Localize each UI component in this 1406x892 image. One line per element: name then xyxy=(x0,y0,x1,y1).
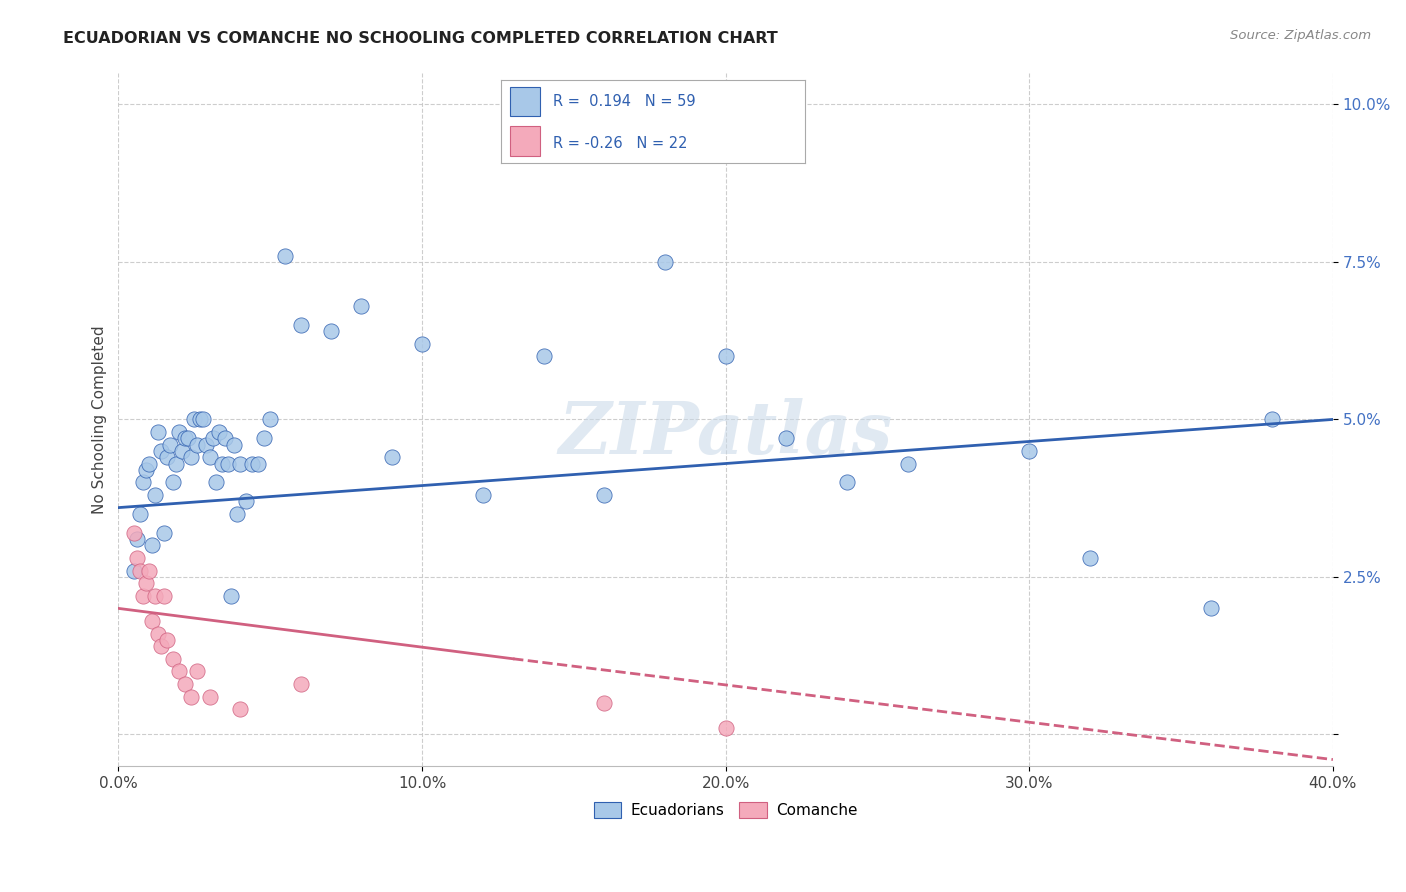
Point xyxy=(214,431,236,445)
Point xyxy=(290,318,312,332)
Point xyxy=(128,564,150,578)
Point xyxy=(186,437,208,451)
Point xyxy=(180,450,202,465)
Point xyxy=(141,614,163,628)
Point xyxy=(174,677,197,691)
Point xyxy=(229,457,252,471)
Point xyxy=(259,412,281,426)
Text: ZIPatlas: ZIPatlas xyxy=(558,398,893,469)
Point xyxy=(146,626,169,640)
Point xyxy=(128,507,150,521)
Point xyxy=(132,475,155,490)
Point xyxy=(174,431,197,445)
Point xyxy=(222,437,245,451)
Point xyxy=(247,457,270,471)
Point xyxy=(156,632,179,647)
Point xyxy=(180,690,202,704)
Point xyxy=(195,437,218,451)
Point xyxy=(533,350,555,364)
Point xyxy=(167,425,190,439)
Point xyxy=(122,525,145,540)
Y-axis label: No Schooling Completed: No Schooling Completed xyxy=(93,325,107,514)
Point xyxy=(149,444,172,458)
Point xyxy=(138,457,160,471)
Point xyxy=(153,589,176,603)
Point xyxy=(177,431,200,445)
Point xyxy=(143,488,166,502)
Point xyxy=(201,431,224,445)
Point xyxy=(319,324,342,338)
Point xyxy=(229,702,252,716)
Point xyxy=(235,494,257,508)
Point xyxy=(156,450,179,465)
Point xyxy=(183,412,205,426)
Point xyxy=(274,249,297,263)
Point xyxy=(1201,601,1223,615)
Point xyxy=(1078,551,1101,566)
Point xyxy=(135,576,157,591)
Point xyxy=(897,457,920,471)
Point xyxy=(125,551,148,566)
Point xyxy=(146,425,169,439)
Point xyxy=(167,665,190,679)
Point xyxy=(190,412,212,426)
Point xyxy=(593,488,616,502)
Point xyxy=(253,431,276,445)
Point xyxy=(122,564,145,578)
Point xyxy=(159,437,181,451)
Point xyxy=(149,639,172,653)
Point xyxy=(204,475,226,490)
Point xyxy=(593,696,616,710)
Text: Source: ZipAtlas.com: Source: ZipAtlas.com xyxy=(1230,29,1371,42)
Point xyxy=(208,425,231,439)
Point xyxy=(290,677,312,691)
Point xyxy=(186,665,208,679)
Point xyxy=(411,336,433,351)
Point xyxy=(162,475,184,490)
Point xyxy=(141,538,163,552)
Point xyxy=(381,450,404,465)
Point xyxy=(350,299,373,313)
Point xyxy=(714,721,737,735)
Point xyxy=(125,532,148,546)
Point xyxy=(225,507,247,521)
Point xyxy=(211,457,233,471)
Point xyxy=(1018,444,1040,458)
Point xyxy=(198,690,221,704)
Point xyxy=(132,589,155,603)
Point xyxy=(217,457,239,471)
Point xyxy=(162,652,184,666)
Point xyxy=(143,589,166,603)
Point xyxy=(153,525,176,540)
Point xyxy=(240,457,263,471)
Point xyxy=(471,488,494,502)
Point xyxy=(1261,412,1284,426)
Point xyxy=(714,350,737,364)
Point xyxy=(172,444,194,458)
Point xyxy=(654,255,676,269)
Point xyxy=(138,564,160,578)
Point xyxy=(219,589,242,603)
Point xyxy=(198,450,221,465)
Point xyxy=(165,457,187,471)
Point xyxy=(837,475,859,490)
Point xyxy=(775,431,797,445)
Point xyxy=(193,412,215,426)
Point xyxy=(135,463,157,477)
Legend: Ecuadorians, Comanche: Ecuadorians, Comanche xyxy=(588,796,863,824)
Text: ECUADORIAN VS COMANCHE NO SCHOOLING COMPLETED CORRELATION CHART: ECUADORIAN VS COMANCHE NO SCHOOLING COMP… xyxy=(63,31,778,46)
